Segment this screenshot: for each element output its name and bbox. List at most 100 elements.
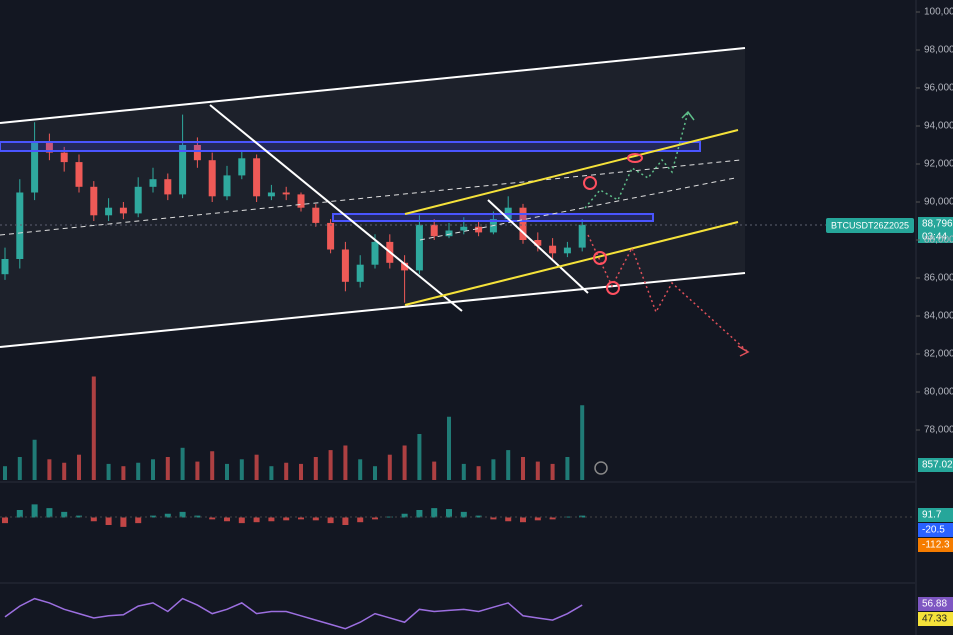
price-tag-bg	[918, 217, 953, 243]
countdown: 03:44	[922, 232, 947, 243]
macd-bar	[534, 517, 541, 521]
candle-body	[238, 158, 246, 176]
candle-body	[75, 162, 83, 187]
volume-bar	[62, 462, 67, 480]
y-tick-label: 100,000	[924, 7, 953, 18]
drawings	[0, 0, 917, 635]
volume-bar	[210, 451, 215, 480]
macd-tag-bg	[918, 508, 953, 522]
y-tick-label: 92,000	[924, 159, 953, 170]
volume-bar	[373, 466, 377, 480]
candle-body	[149, 179, 157, 187]
macd-label: -20.5	[922, 525, 945, 536]
candle-body	[267, 192, 275, 197]
rsi-line	[4, 597, 583, 630]
yellow-bottom	[404, 221, 739, 306]
macd-tag-bg	[918, 538, 953, 552]
candle-body	[534, 240, 542, 246]
candle-body	[445, 230, 453, 237]
channel-mid	[0, 159, 741, 236]
macd-bar	[564, 516, 571, 518]
rsi-label: 47.33	[922, 614, 947, 625]
volume-bar	[387, 454, 392, 480]
y-tick-label: 82,000	[924, 349, 953, 360]
macd-bar	[150, 515, 156, 518]
volume-bar	[417, 434, 422, 480]
channel-fill	[0, 48, 745, 347]
volume-bar	[77, 454, 81, 480]
macd-bar	[357, 517, 364, 523]
volume-bar	[239, 459, 244, 480]
marker	[583, 176, 597, 190]
macd-bar	[2, 517, 8, 524]
volume-bar	[180, 447, 185, 480]
candle-body	[60, 152, 68, 163]
volume-bar	[461, 463, 466, 480]
volume-bar	[343, 445, 348, 480]
yellow-top	[404, 129, 739, 215]
macd-bar	[209, 517, 216, 520]
candle-body	[356, 264, 364, 282]
volume-bar	[328, 450, 333, 480]
y-tick-label: 86,000	[924, 273, 953, 284]
candle-body	[415, 224, 423, 271]
y-tick-label: 98,000	[924, 45, 953, 56]
candle-body	[253, 158, 261, 197]
candle-body	[371, 241, 379, 265]
candle-body	[297, 194, 305, 208]
macd-bar	[16, 510, 23, 518]
macd-label: 91.7	[922, 510, 942, 521]
candle-body	[519, 207, 527, 240]
candle-body	[563, 247, 571, 254]
y-tick-label: 88,000	[924, 235, 953, 246]
volume-bar	[565, 457, 570, 480]
volume-tag-bg	[918, 458, 953, 472]
candle-body	[31, 141, 39, 193]
macd-bar	[579, 515, 586, 518]
candle-body	[549, 245, 557, 254]
volume-bar	[284, 462, 289, 480]
volume-bar	[521, 457, 525, 480]
macd-bar	[76, 515, 82, 518]
macd-bar	[120, 517, 127, 527]
candle-body	[401, 262, 409, 271]
candle-body	[223, 175, 231, 197]
y-tick-label: 96,000	[924, 83, 953, 94]
candle-body	[578, 224, 586, 248]
volume-bar	[3, 466, 7, 480]
y-tick-label: 80,000	[924, 387, 953, 398]
zone	[332, 213, 654, 222]
volume-bar	[165, 457, 170, 480]
candle-body	[312, 207, 320, 223]
trendline	[209, 104, 463, 312]
volume-bar	[195, 461, 200, 480]
volume-bar	[402, 445, 407, 480]
candle-body	[327, 222, 335, 250]
macd-bar	[460, 511, 467, 518]
volume-bar	[151, 459, 155, 480]
volume-bar	[506, 450, 511, 480]
volume-bar	[550, 463, 555, 480]
macd-bar	[61, 511, 68, 518]
macd-bar	[416, 510, 423, 518]
trendline	[487, 199, 589, 294]
macd-bar	[90, 517, 97, 522]
volume-bar	[313, 457, 318, 480]
candle-body	[105, 207, 113, 216]
macd-bar	[431, 508, 438, 518]
volume-bar	[535, 461, 540, 480]
macd-bar	[505, 517, 512, 522]
y-tick-label: 94,000	[924, 121, 953, 132]
macd-bar	[312, 517, 319, 521]
marker	[593, 251, 607, 265]
volume-bar	[254, 454, 259, 480]
macd-bar	[179, 511, 186, 518]
candle-body	[164, 179, 172, 195]
volume-bar	[47, 459, 52, 480]
volume-bar	[136, 462, 141, 480]
volume-bar	[476, 466, 481, 480]
icon	[594, 461, 608, 475]
macd-bar	[194, 515, 201, 518]
